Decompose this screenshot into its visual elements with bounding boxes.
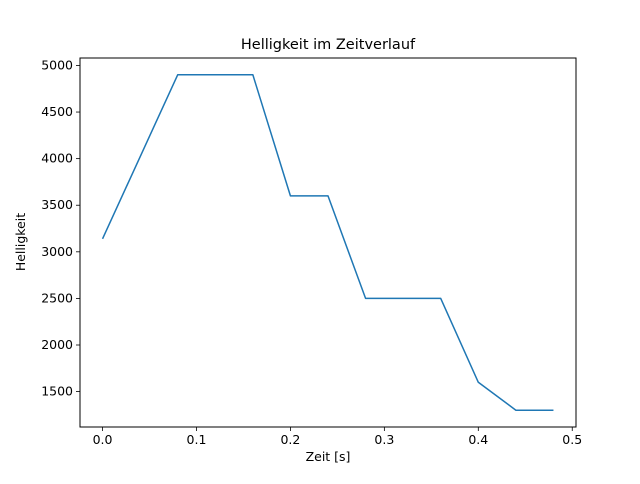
x-tick-label: 0.5 — [562, 432, 582, 447]
y-tick-label: 5000 — [41, 57, 73, 72]
y-tick-label: 2500 — [41, 290, 73, 305]
x-tick-label: 0.0 — [93, 432, 113, 447]
y-axis-label: Helligkeit — [13, 213, 28, 271]
x-axis-label: Zeit [s] — [306, 449, 351, 464]
x-tick-label: 0.4 — [468, 432, 488, 447]
y-tick-label: 2000 — [41, 337, 73, 352]
x-tick-label: 0.1 — [187, 432, 207, 447]
y-tick-label: 3500 — [41, 197, 73, 212]
y-tick-label: 4500 — [41, 104, 73, 119]
series-line — [101, 74, 554, 411]
y-tick-label: 4000 — [41, 151, 73, 166]
x-tick-label: 0.3 — [374, 432, 394, 447]
y-tick-label: 3000 — [41, 244, 73, 259]
tick-layer: 0.0 0.1 0.2 0.3 0.4 0.5 1500 2000 2500 3000 3500 40… — [41, 57, 582, 447]
y-tick-label: 1500 — [41, 384, 73, 399]
chart-title: Helligkeit im Zeitverlauf — [241, 37, 416, 53]
plot-border — [79, 57, 577, 428]
x-tick-label: 0.2 — [280, 432, 300, 447]
